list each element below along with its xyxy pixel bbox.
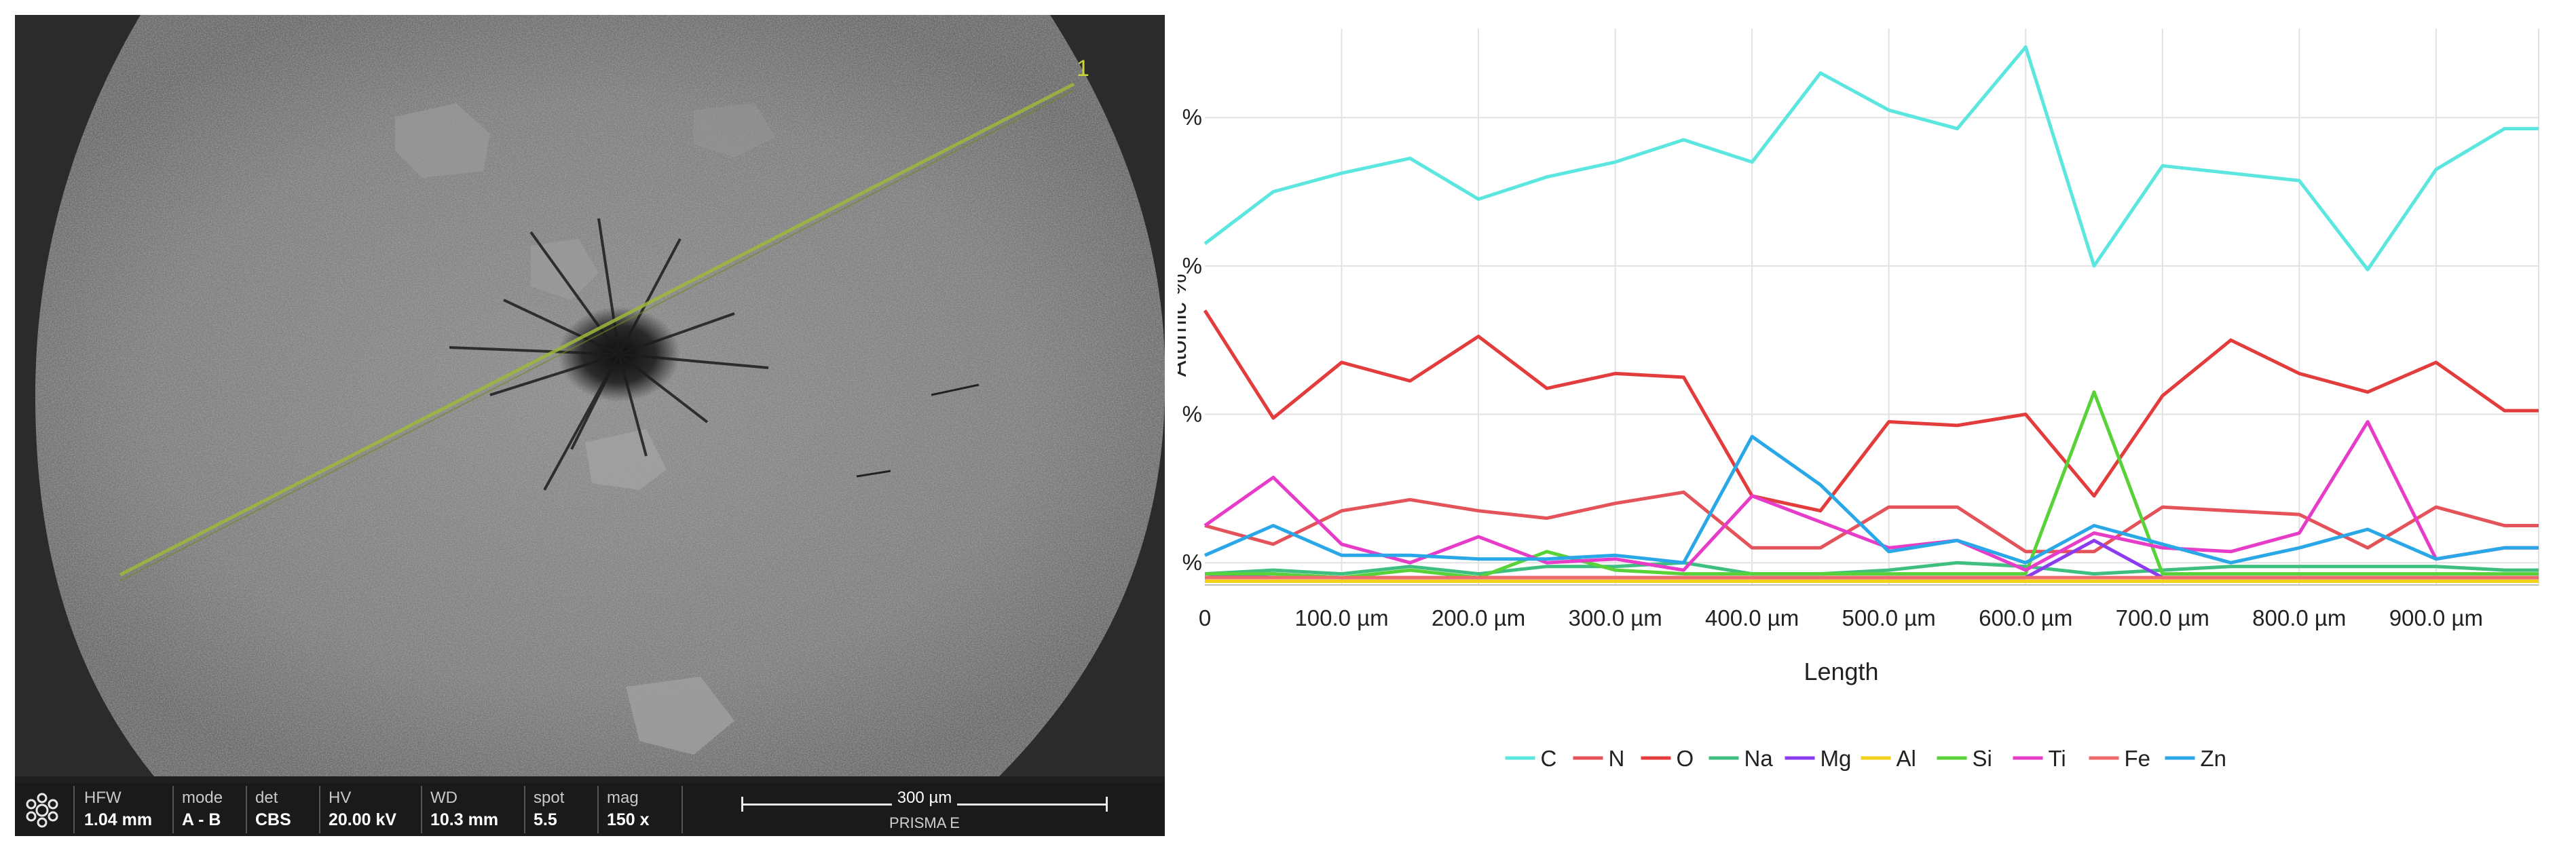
legend-item-ti: Ti [2013, 746, 2066, 771]
y-tick-label: 60 % [1178, 105, 1202, 130]
legend-label: Na [1744, 746, 1774, 771]
y-tick-label: 0 % [1178, 550, 1202, 575]
legend-label: Zn [2201, 746, 2227, 771]
series-line-c [1203, 45, 2539, 271]
x-tick-label: 500.0 µm [1842, 605, 1936, 630]
series-line-zn [1204, 434, 2539, 565]
x-tick-label: 300.0 µm [1568, 605, 1662, 630]
series-line-ti [1203, 420, 2539, 572]
chart-gridlines [1205, 29, 2539, 585]
surface-flake [626, 677, 734, 755]
eds-line-scan-chart: 0 100.0 µm 200.0 µm 300.0 µm 400.0 µm 500.0 µ… [1178, 15, 2566, 836]
line-marker-label: 1 [1077, 56, 1089, 81]
surface-flake [694, 103, 775, 157]
y-tick-label: 20 % [1178, 402, 1202, 427]
x-tick-label: 600.0 µm [1979, 605, 2072, 630]
legend-item-zn: Zn [2165, 746, 2227, 771]
legend-item-al: Al [1861, 746, 1916, 771]
x-tick-label: 700.0 µm [2116, 605, 2209, 630]
scale-bar-label: 300 µm [891, 789, 958, 807]
x-axis-title: Length [1804, 658, 1878, 685]
y-tick-label: 40 % [1178, 253, 1202, 278]
legend-label: Ti [2049, 746, 2066, 771]
eds-line-scan-path[interactable] [119, 82, 1075, 577]
chart-axes: 0 100.0 µm 200.0 µm 300.0 µm 400.0 µm 500.0 µ… [1178, 105, 2539, 630]
series-line-o [1203, 309, 2539, 513]
legend-label: Mg [1821, 746, 1852, 771]
series-line-si [1205, 390, 2539, 580]
x-tick-label: 900.0 µm [2389, 605, 2483, 630]
legend-label: Si [1973, 746, 1992, 771]
sem-micrograph: 1 [15, 15, 1165, 776]
sem-info-bar: HFW 1.04 mm mode A - B det CBS HV 20.00 kV W… [15, 783, 1165, 836]
x-tick-label: 100.0 µm [1294, 605, 1388, 630]
x-tick-label: 0 [1199, 605, 1211, 630]
x-tick-label: 400.0 µm [1705, 605, 1799, 630]
instrument-logo-icon [23, 791, 61, 829]
legend-label: O [1677, 746, 1694, 771]
sem-micrograph-panel: 1 HFW 1.04 mm mode A - B det CBS [15, 15, 1165, 836]
surface-flake [585, 429, 667, 490]
surface-flake [395, 103, 490, 178]
legend-item-mg: Mg [1785, 746, 1852, 771]
chart-series [1203, 45, 2539, 583]
legend-label: N [1609, 746, 1625, 771]
y-axis-title: Atomic % [1178, 273, 1191, 377]
legend-item-si: Si [1937, 746, 1992, 771]
legend-item-o: O [1641, 746, 1694, 771]
legend-item-fe: Fe [2089, 746, 2151, 771]
x-tick-label: 800.0 µm [2252, 605, 2346, 630]
legend-item-n: N [1573, 746, 1625, 771]
instrument-name: PRISMA E [889, 814, 960, 831]
series-line-na [1204, 561, 2539, 576]
sample-disc [35, 15, 1165, 776]
legend-label: Al [1897, 746, 1916, 771]
scale-bar: 300 µm PRISMA E [694, 787, 1155, 832]
chart-legend: C N O Na Mg Al Si Ti Fe Zn [1505, 746, 2227, 771]
legend-label: Fe [2125, 746, 2151, 771]
legend-item-na: Na [1709, 746, 1774, 771]
legend-label: C [1541, 746, 1557, 771]
x-tick-label: 200.0 µm [1432, 605, 1525, 630]
legend-item-c: C [1505, 746, 1557, 771]
radial-cracks [449, 218, 769, 491]
